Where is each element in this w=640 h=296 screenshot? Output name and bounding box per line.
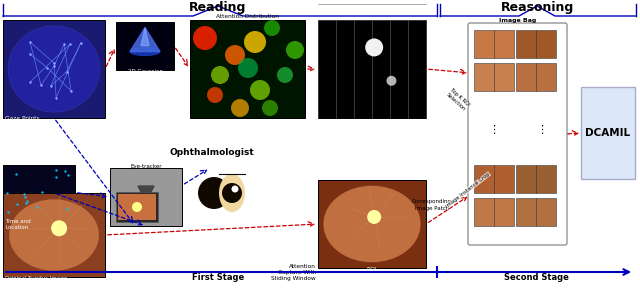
FancyBboxPatch shape — [468, 23, 567, 245]
Ellipse shape — [8, 26, 100, 112]
Circle shape — [231, 99, 249, 117]
Text: Image Bag: Image Bag — [499, 18, 536, 23]
Bar — [110, 168, 182, 226]
Text: First Stage: First Stage — [192, 273, 244, 282]
Bar — [474, 165, 514, 193]
Circle shape — [277, 67, 293, 83]
Circle shape — [264, 20, 280, 36]
Circle shape — [132, 202, 142, 212]
Circle shape — [193, 26, 217, 50]
Bar — [474, 63, 514, 91]
Polygon shape — [138, 186, 154, 192]
Bar — [474, 30, 514, 58]
Circle shape — [222, 183, 242, 203]
Text: Image Instance Crop: Image Instance Crop — [445, 171, 491, 209]
Text: Second Stage: Second Stage — [504, 273, 568, 282]
Ellipse shape — [130, 48, 160, 56]
Circle shape — [387, 76, 396, 86]
Bar — [516, 30, 556, 58]
Text: ROI: ROI — [367, 267, 377, 272]
Circle shape — [198, 177, 230, 209]
Text: Attention Distribution: Attention Distribution — [216, 14, 279, 19]
Bar — [318, 180, 426, 268]
Ellipse shape — [9, 199, 99, 271]
Bar — [190, 20, 305, 118]
Circle shape — [238, 58, 258, 78]
Bar — [318, 20, 426, 118]
Text: Reading: Reading — [189, 1, 246, 14]
Text: Eye-tracker: Eye-tracker — [131, 164, 162, 169]
Polygon shape — [141, 28, 149, 46]
Text: Reasoning: Reasoning — [500, 1, 573, 14]
Circle shape — [365, 38, 383, 57]
Circle shape — [250, 80, 270, 100]
Polygon shape — [130, 28, 160, 52]
FancyBboxPatch shape — [581, 87, 635, 179]
Text: Ophthalmologist: Ophthalmologist — [170, 147, 254, 157]
Text: Time and
Location: Time and Location — [5, 219, 31, 230]
Text: ⋮: ⋮ — [488, 125, 499, 135]
Text: 2D Gaussian: 2D Gaussian — [127, 69, 163, 74]
Bar — [3, 20, 105, 118]
Circle shape — [51, 220, 67, 236]
Text: ⋮: ⋮ — [536, 125, 547, 135]
Ellipse shape — [219, 174, 245, 212]
Bar — [118, 194, 156, 220]
Text: Gaze Points: Gaze Points — [5, 116, 40, 121]
Bar — [516, 165, 556, 193]
Bar — [3, 165, 75, 220]
Text: DCAMIL: DCAMIL — [586, 128, 630, 138]
Ellipse shape — [323, 186, 420, 262]
Text: Top K ROI
Selection: Top K ROI Selection — [445, 88, 470, 112]
Circle shape — [207, 87, 223, 103]
Circle shape — [262, 100, 278, 116]
Bar — [474, 198, 514, 226]
Circle shape — [367, 210, 381, 224]
Text: Original Fundus Image: Original Fundus Image — [5, 276, 67, 281]
Circle shape — [211, 66, 229, 84]
Circle shape — [244, 31, 266, 53]
Bar — [516, 63, 556, 91]
Circle shape — [286, 41, 304, 59]
Bar — [3, 193, 105, 277]
Bar — [516, 198, 556, 226]
Text: Attention
Capture With
Sliding Window: Attention Capture With Sliding Window — [271, 264, 316, 281]
Circle shape — [232, 186, 239, 192]
Bar — [116, 22, 174, 70]
FancyBboxPatch shape — [116, 192, 158, 222]
Circle shape — [225, 45, 245, 65]
Text: Corresponding
Image Patch: Corresponding Image Patch — [412, 200, 452, 210]
